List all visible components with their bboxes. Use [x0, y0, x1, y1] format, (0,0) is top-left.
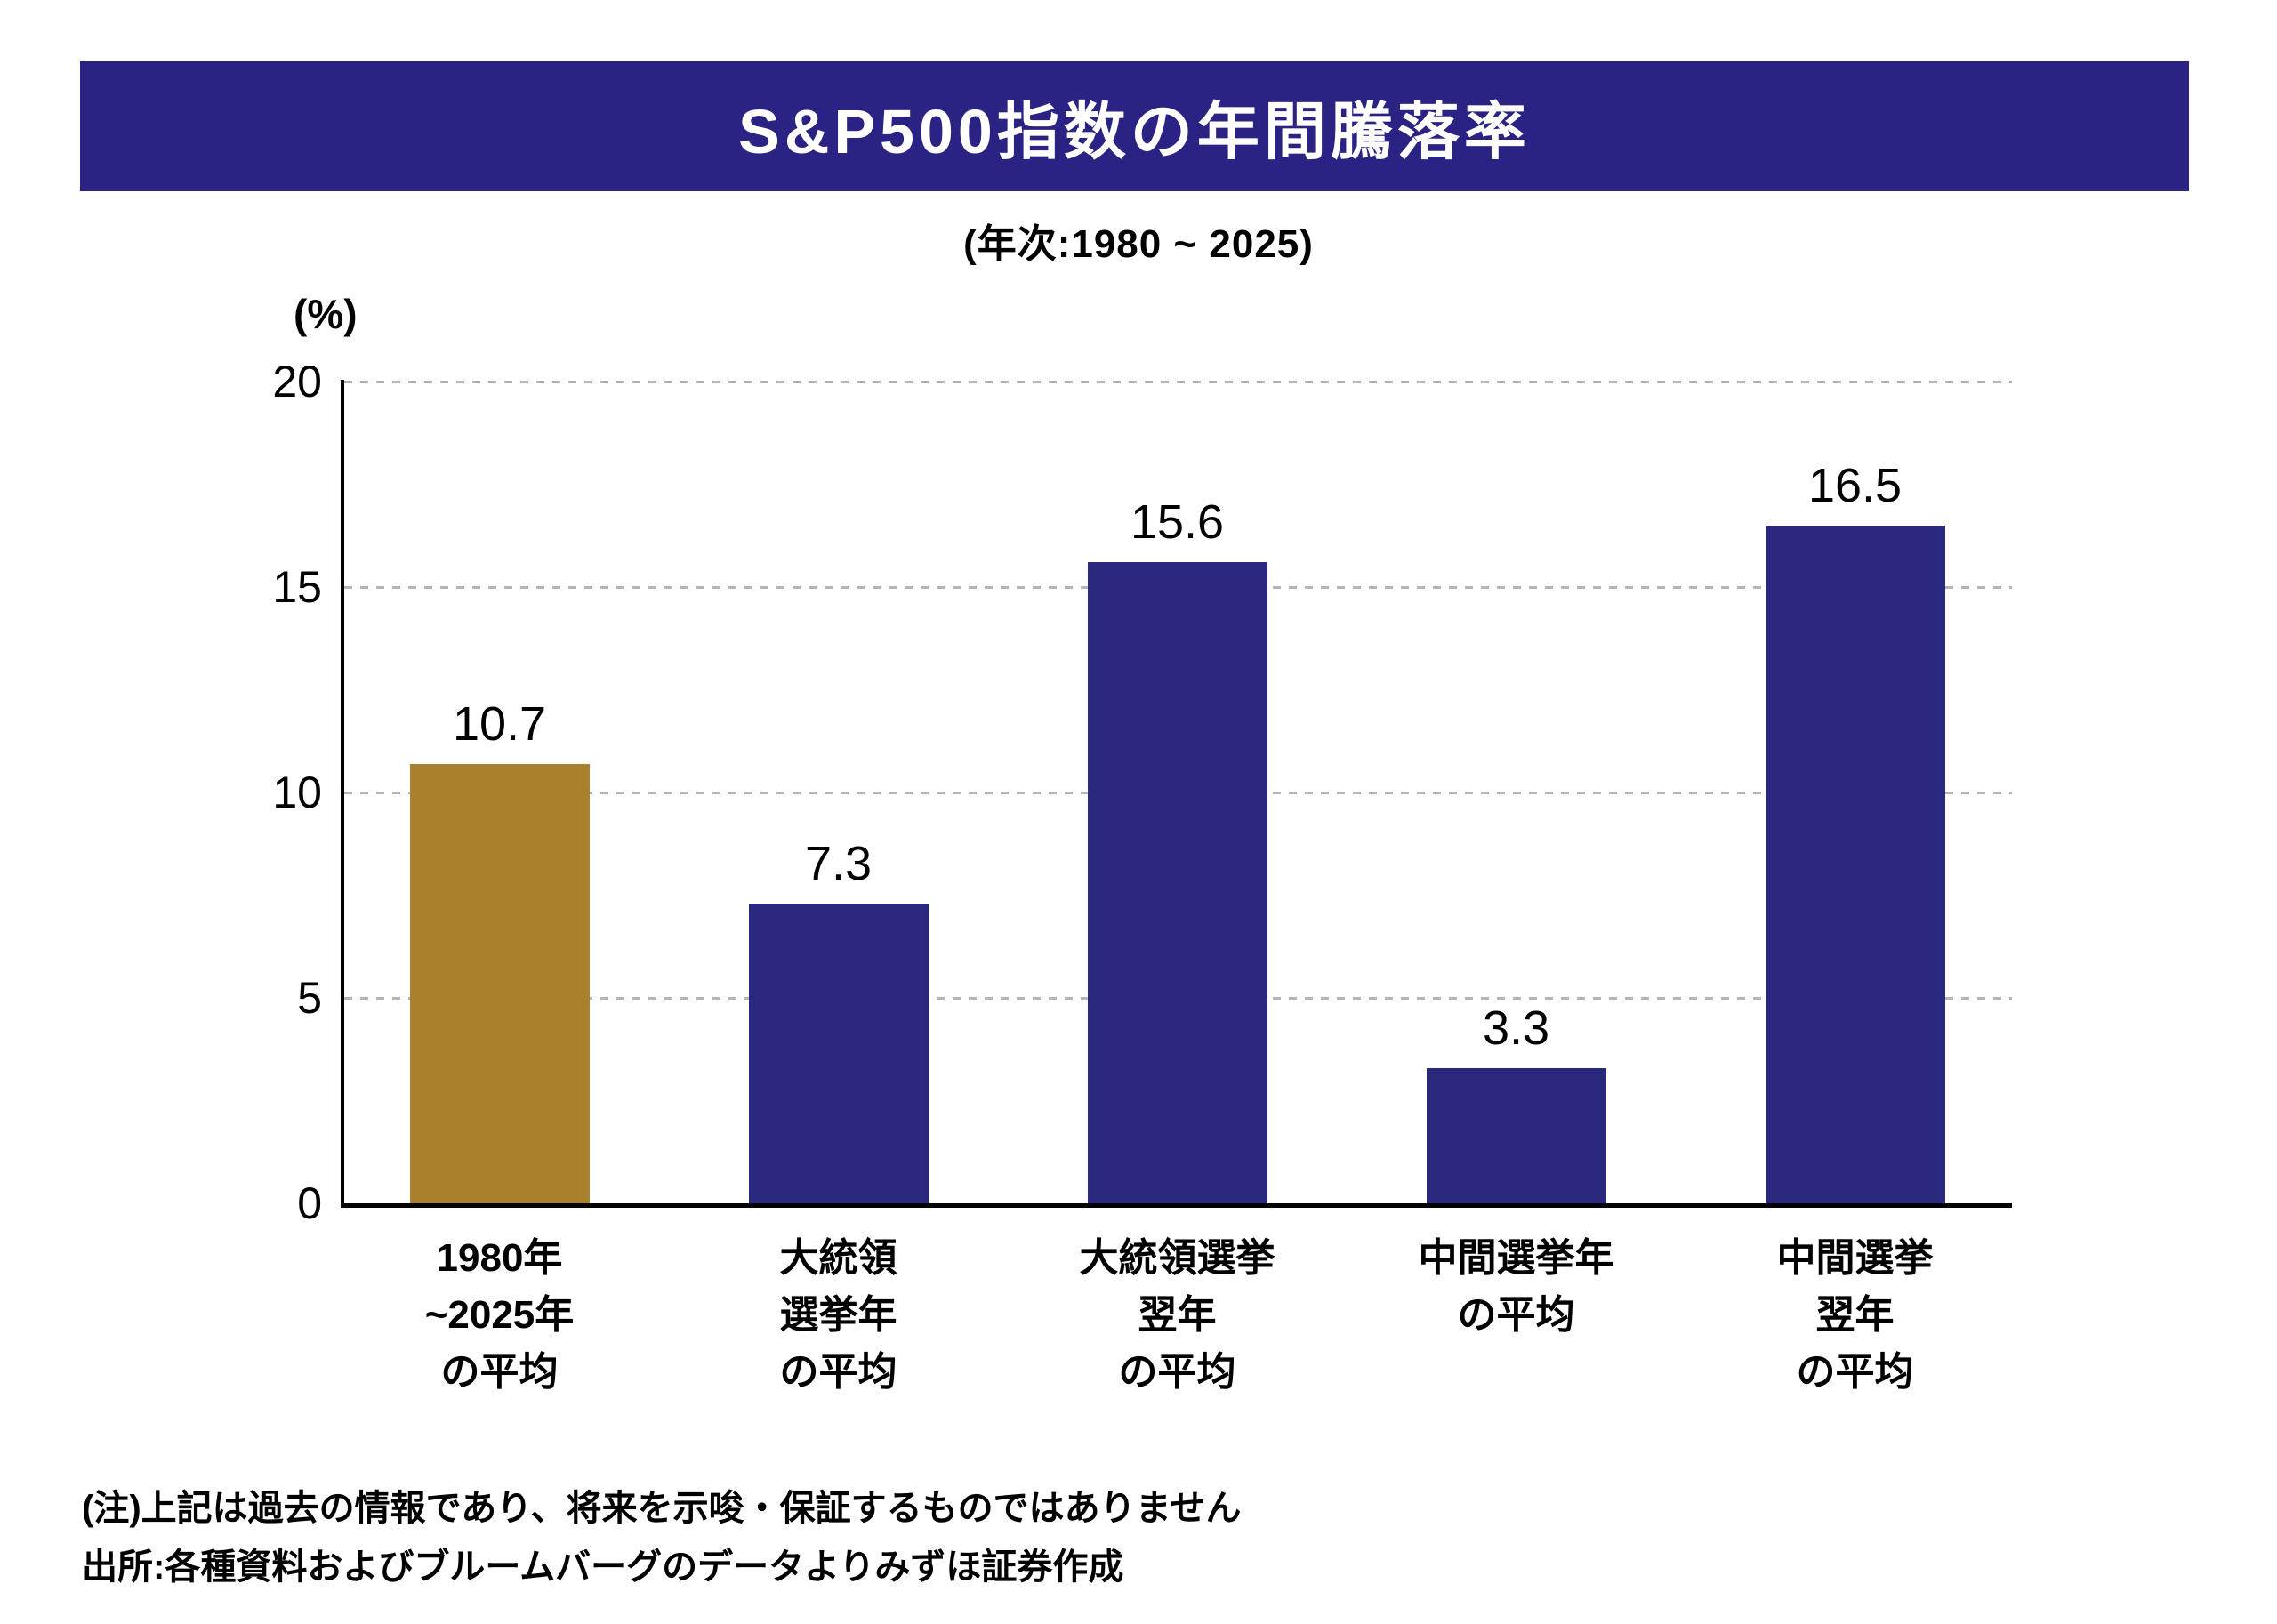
- bar-value-label-4: 3.3: [1482, 1001, 1550, 1055]
- y-axis-line: [341, 380, 344, 1208]
- source-note: 出所:各種資料およびブルームバーグのデータよりみずほ証券作成: [82, 1548, 1124, 1587]
- x-axis-category-label-line: 大統領: [779, 1236, 897, 1280]
- x-axis-line: [341, 1203, 2012, 1208]
- x-axis-category-label-3: 大統領選挙翌年の平均: [986, 1230, 1369, 1401]
- x-axis-category-label-line: 選挙年: [779, 1293, 897, 1337]
- bar-value-label-3: 15.6: [1130, 495, 1225, 550]
- title-banner: S&P500指数の年間騰落率: [80, 61, 2189, 191]
- y-axis-tick-label-10: 10: [272, 768, 322, 817]
- chart-title: S&P500指数の年間騰落率: [738, 96, 1531, 166]
- bar-2: [748, 903, 929, 1203]
- chart-subtitle: (年次:1980 ~ 2025): [963, 222, 1314, 266]
- bar-value-label-1: 10.7: [452, 696, 547, 751]
- y-axis-tick-label-0: 0: [297, 1178, 322, 1228]
- x-axis-category-label-5: 中間選挙 翌年 の平均: [1664, 1230, 2047, 1401]
- x-axis-category-label-line: の平均: [1796, 1350, 1914, 1394]
- x-axis-category-label-line: の平均: [779, 1350, 897, 1394]
- x-axis-category-label-line: の平均: [1457, 1293, 1575, 1337]
- bar-value-label-5: 16.5: [1807, 458, 1903, 512]
- bar-value-label-2: 7.3: [804, 836, 873, 890]
- x-axis-category-label-line: 中間選挙年: [1418, 1236, 1614, 1280]
- x-axis-category-label-line: 大統領選挙: [1079, 1236, 1275, 1280]
- x-axis-category-label-2: 大統領 選挙年 の平均: [648, 1230, 1030, 1401]
- y-axis-tick-label-5: 5: [297, 973, 322, 1023]
- x-axis-category-label-line: 翌年: [1815, 1293, 1895, 1337]
- x-axis-category-label-line: 1980年: [436, 1236, 563, 1280]
- bar-1: [409, 763, 590, 1203]
- y-axis-unit-label: (%): [294, 291, 358, 337]
- bar-4: [1426, 1067, 1606, 1203]
- y-axis-tick-label-15: 15: [272, 562, 322, 612]
- gridline-20: [344, 381, 2012, 383]
- bar-5: [1765, 525, 1945, 1203]
- footnote: (注)上記は過去の情報であり、将来を示唆・保証するものではありません: [82, 1489, 1242, 1528]
- x-axis-category-label-line: 中間選挙: [1776, 1236, 1934, 1280]
- x-axis-category-label-4: 中間選挙年 の平均: [1325, 1230, 1708, 1344]
- bar-3: [1087, 562, 1267, 1203]
- x-axis-category-label-line: 翌年: [1138, 1293, 1217, 1337]
- x-axis-category-label-line: の平均: [1118, 1350, 1236, 1394]
- x-axis-category-label-line: ~2025年: [424, 1293, 575, 1337]
- y-axis-tick-label-20: 20: [272, 357, 322, 406]
- x-axis-category-label-line: の平均: [440, 1350, 559, 1394]
- x-axis-category-label-1: 1980年 ~2025年 の平均: [309, 1230, 691, 1401]
